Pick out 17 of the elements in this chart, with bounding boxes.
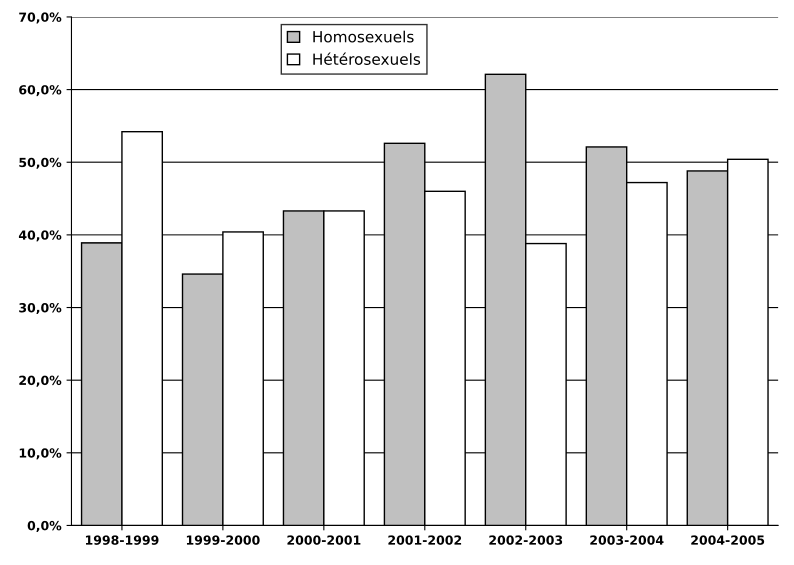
- y-tick-label: 40,0%: [18, 230, 62, 242]
- legend-label: Hétérosexuels: [313, 52, 420, 65]
- y-tick-label: 0,0%: [28, 520, 62, 532]
- x-tick-label: 1999-2000: [186, 535, 260, 545]
- y-tick-label: 60,0%: [19, 85, 62, 96]
- x-tick-label: 1998-1999: [86, 535, 159, 545]
- y-tick-label: 30,0%: [19, 302, 62, 314]
- x-tick-label: 2000-2001: [287, 535, 360, 545]
- x-tick-label: 2002-2003: [489, 535, 562, 545]
- legend-label: Homosexuels: [313, 30, 414, 43]
- y-tick-label: 20,0%: [19, 376, 62, 387]
- x-tick-label: 2001-2002: [388, 535, 462, 545]
- y-tick-label: 10,0%: [20, 448, 62, 460]
- x-tick-label: 2004-2005: [691, 535, 764, 545]
- x-tick-label: 2003-2004: [590, 535, 664, 545]
- y-tick-label: 70,0%: [19, 12, 62, 24]
- y-tick-label: 50,0%: [19, 158, 62, 169]
